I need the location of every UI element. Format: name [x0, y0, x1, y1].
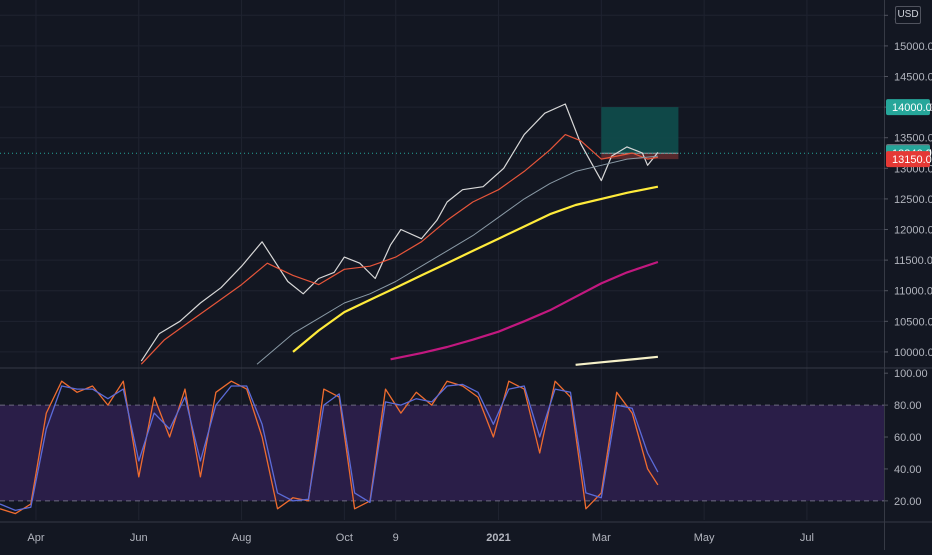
price-line	[140, 103, 659, 362]
position-box-layer	[0, 107, 884, 160]
stoch-band	[0, 405, 884, 501]
stoch-tick-label: 80.00	[894, 400, 922, 412]
time-tick-label: May	[694, 532, 715, 544]
stoch-band-layer	[0, 404, 884, 502]
price-tick-label: 10000.0	[894, 347, 932, 359]
time-tick-label: Apr	[27, 532, 44, 544]
price-tick-label: 11500.0	[894, 255, 932, 267]
price-tick-label: 14500.0	[894, 72, 932, 84]
sma-400-line	[390, 260, 659, 361]
currency-label[interactable]: USD	[895, 6, 921, 24]
series-layer	[0, 103, 659, 515]
price-labels-layer: 14000.013267.013246.913150.0	[886, 99, 932, 168]
position-profit-zone	[601, 107, 679, 154]
price-tick-label: 11000.0	[894, 286, 932, 298]
price-tick-label: 12500.0	[894, 194, 932, 206]
price-label-bg	[886, 151, 930, 168]
price-label-text: 14000.0	[892, 102, 932, 114]
price-label-bg	[886, 99, 930, 116]
time-tick-label: Aug	[232, 532, 252, 544]
price-label-text: 13150.0	[892, 154, 932, 166]
stoch-tick-label: 40.00	[894, 464, 922, 476]
k-line-series	[0, 380, 659, 515]
ema-fast-line	[140, 134, 659, 365]
time-tick-label: 9	[393, 532, 399, 544]
price-tick-label: 10500.0	[894, 316, 932, 328]
d-line-series	[0, 383, 659, 512]
time-tick-label: 2021	[486, 532, 510, 544]
sma-200-line	[292, 185, 659, 353]
stoch-tick-label: 20.00	[894, 496, 922, 508]
time-tick-label: Jul	[800, 532, 814, 544]
ema-mid-line	[256, 155, 658, 365]
price-tick-label: 15000.0	[894, 41, 932, 53]
time-tick-label: Oct	[336, 532, 353, 544]
time-tick-label: Mar	[592, 532, 611, 544]
price-tick-label: 13500.0	[894, 133, 932, 145]
time-tick-label: Jun	[130, 532, 148, 544]
sma-800-line	[575, 355, 659, 366]
stoch-tick-label: 100.00	[894, 368, 928, 380]
stoch-tick-label: 60.00	[894, 432, 922, 444]
price-tick-label: 12000.0	[894, 225, 932, 237]
